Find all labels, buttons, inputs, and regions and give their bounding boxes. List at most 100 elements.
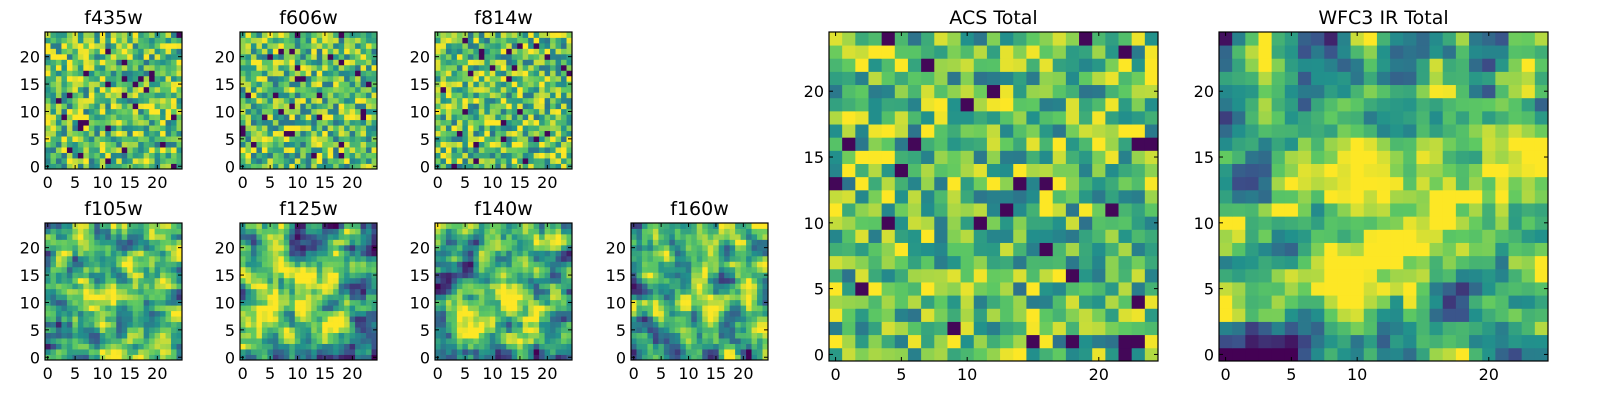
heatmap-cell — [855, 282, 869, 296]
heatmap-cell — [261, 288, 268, 295]
heatmap-cell — [88, 32, 95, 38]
heatmap-cell — [349, 130, 356, 137]
heatmap-cell — [143, 277, 150, 284]
heatmap-cell — [72, 70, 79, 77]
heatmap-cell — [724, 332, 731, 339]
heatmap-cell — [555, 92, 562, 99]
heatmap-cell — [555, 294, 562, 301]
heatmap-cell — [829, 242, 843, 257]
heatmap-cell — [250, 103, 257, 110]
heatmap-cell — [371, 97, 378, 104]
heatmap-cell — [1092, 229, 1106, 243]
heatmap-cell — [440, 228, 447, 235]
heatmap-cell — [127, 103, 134, 110]
heatmap-cell — [663, 343, 670, 350]
heatmap-cell — [528, 42, 535, 49]
heatmap-cell — [77, 228, 84, 235]
heatmap-cell — [83, 239, 90, 246]
heatmap-cell — [751, 233, 758, 240]
heatmap-cell — [462, 277, 469, 284]
heatmap-cell — [305, 266, 312, 273]
heatmap-cell — [289, 310, 296, 317]
heatmap-cell — [647, 250, 654, 257]
heatmap-cell — [121, 294, 128, 301]
heatmap-cell — [316, 277, 323, 284]
heatmap-cell — [702, 294, 709, 301]
heatmap-cell — [261, 158, 268, 164]
heatmap-cell — [489, 261, 496, 268]
heatmap-cell — [138, 294, 145, 301]
heatmap-cell — [718, 261, 725, 268]
heatmap-cell — [566, 37, 573, 44]
heatmap-cell — [451, 233, 458, 240]
heatmap-cell — [550, 81, 556, 88]
heatmap-cell — [83, 288, 90, 295]
heatmap-cell — [261, 136, 268, 142]
heatmap-cell — [245, 244, 252, 251]
heatmap-cell — [506, 310, 513, 317]
heatmap-cell — [55, 136, 62, 142]
heatmap-cell — [544, 152, 551, 159]
heatmap-cell — [66, 327, 73, 333]
heatmap-cell — [1131, 163, 1146, 178]
heatmap-cell — [685, 316, 692, 323]
heatmap-cell — [669, 299, 676, 306]
heatmap-cell — [61, 64, 68, 71]
heatmap-cell — [143, 92, 150, 99]
heatmap-cell — [160, 255, 166, 262]
heatmap-cell — [110, 32, 117, 38]
heatmap-cell — [289, 147, 296, 153]
heatmap-cell — [94, 130, 101, 137]
heatmap-cell — [539, 152, 545, 159]
heatmap-cell — [149, 327, 155, 333]
heatmap-cell — [322, 349, 329, 355]
heatmap-cell — [371, 103, 378, 110]
heatmap-cell — [272, 327, 279, 333]
heatmap-cell — [366, 321, 372, 328]
heatmap-cell — [127, 305, 134, 312]
heatmap-cell — [311, 321, 318, 328]
heatmap-cell — [171, 125, 177, 132]
heatmap-cell — [327, 86, 334, 93]
heatmap-cell — [261, 299, 268, 306]
heatmap-cell — [484, 92, 491, 99]
heatmap-cell — [511, 141, 518, 148]
heatmap-cell — [245, 64, 252, 71]
heatmap-cell — [349, 316, 356, 323]
heatmap-cell — [261, 81, 268, 88]
heatmap-cell — [127, 261, 134, 268]
heatmap-cell — [338, 81, 345, 88]
heatmap-cell — [88, 272, 95, 279]
heatmap-cell — [751, 343, 758, 350]
heatmap-cell — [138, 59, 145, 66]
heatmap-cell — [528, 223, 535, 229]
heatmap-cell — [544, 299, 551, 306]
heatmap-cell — [176, 305, 183, 312]
heatmap-cell — [544, 53, 551, 60]
heatmap-cell — [1079, 203, 1093, 217]
heatmap-cell — [272, 244, 279, 251]
heatmap-cell — [245, 349, 252, 355]
heatmap-cell — [289, 349, 296, 355]
axes-frame — [630, 222, 769, 361]
heatmap-cell — [294, 136, 301, 142]
heatmap-cell — [960, 176, 975, 191]
heatmap-cell — [256, 310, 263, 317]
heatmap-cell — [294, 228, 301, 235]
heatmap-cell — [344, 119, 350, 126]
heatmap-cell — [171, 75, 177, 82]
heatmap-cell — [121, 327, 128, 333]
heatmap-cell — [72, 103, 79, 110]
heatmap-cell — [960, 321, 975, 336]
heatmap-cell — [300, 37, 307, 44]
heatmap-cell — [973, 229, 988, 243]
heatmap-cell — [456, 327, 463, 333]
heatmap-cell — [757, 299, 763, 306]
heatmap-cell — [160, 277, 166, 284]
heatmap-cell — [544, 114, 551, 121]
x-tick-label: 20 — [342, 173, 362, 192]
heatmap-cell — [72, 130, 79, 137]
heatmap-cell — [934, 334, 948, 349]
heatmap-cell — [88, 261, 95, 268]
heatmap-cell — [484, 272, 491, 279]
